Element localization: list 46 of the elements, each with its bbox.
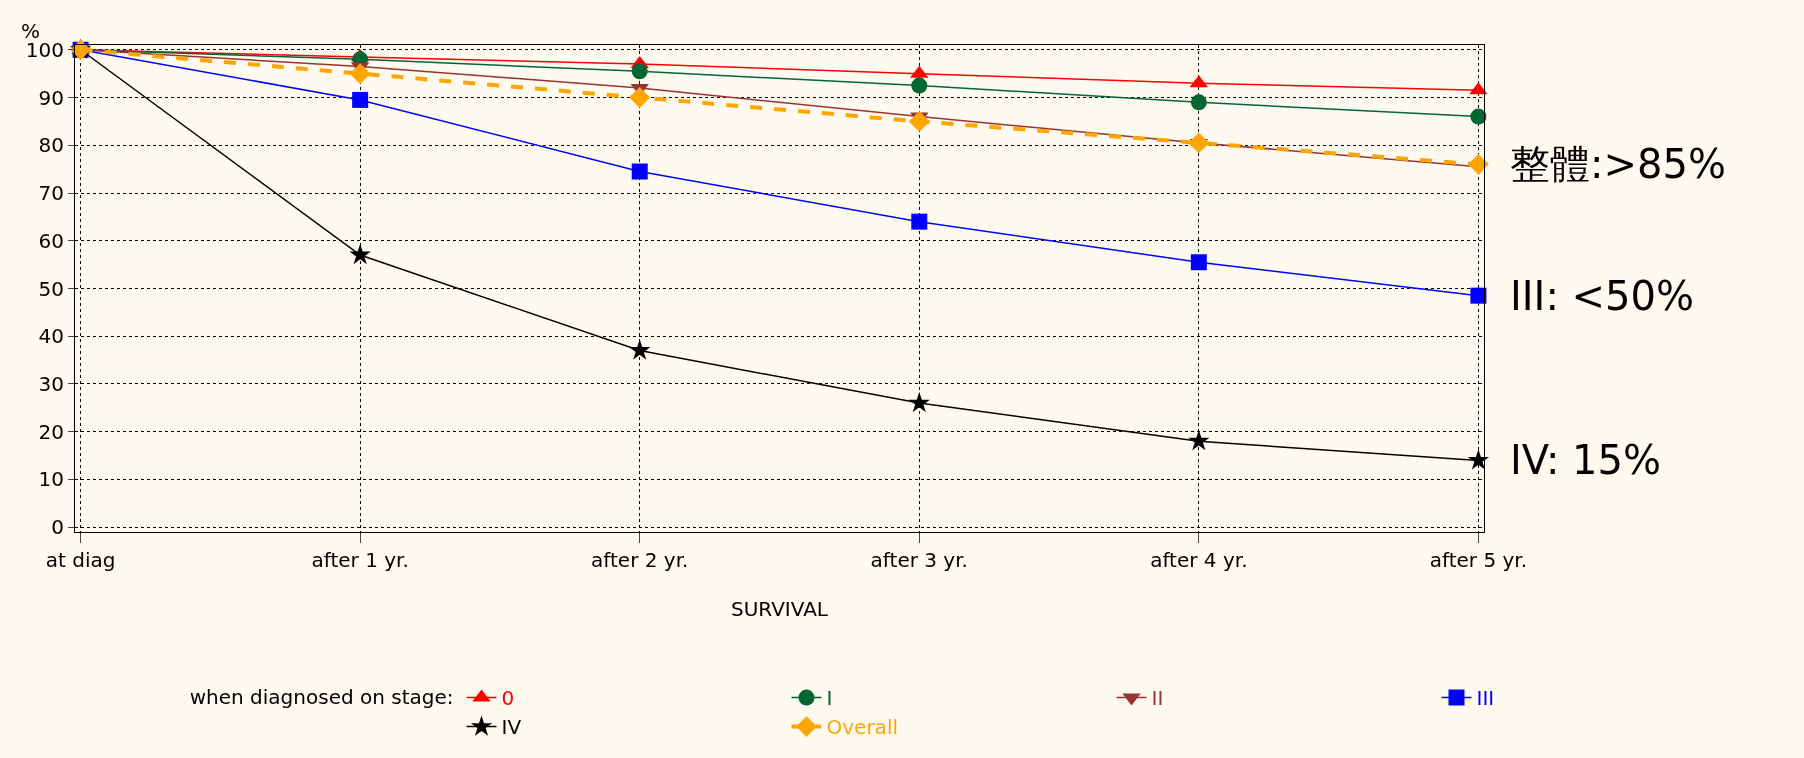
legend-label: IV <box>501 715 522 740</box>
point <box>1188 132 1210 154</box>
point <box>1470 108 1487 125</box>
y-tick-label: 60 <box>38 228 64 253</box>
annotation: 整體:>85% <box>1510 141 1726 187</box>
y-tick-label: 10 <box>38 467 64 492</box>
point <box>631 63 648 80</box>
point <box>911 77 928 94</box>
point <box>908 110 930 132</box>
point <box>352 91 369 108</box>
y-tick-label: 40 <box>38 324 64 349</box>
point <box>631 163 648 180</box>
point <box>1190 254 1207 271</box>
y-tick-label: 50 <box>38 276 64 301</box>
y-tick-label: 70 <box>38 181 64 206</box>
x-axis-title: SURVIVAL <box>731 596 829 621</box>
annotation: III: <50% <box>1510 273 1695 319</box>
point <box>1188 430 1210 451</box>
point <box>349 243 371 265</box>
legend-label: III <box>1476 686 1495 711</box>
x-tick-label: after 1 yr. <box>311 548 409 572</box>
point <box>1468 153 1489 175</box>
y-tick-label: 0 <box>51 515 64 540</box>
point <box>349 63 371 85</box>
y-tick-label: 80 <box>38 133 64 158</box>
y-tick-label: 90 <box>38 85 64 110</box>
point <box>911 213 928 230</box>
y-tick-label: 30 <box>38 371 64 396</box>
point <box>1190 94 1207 111</box>
x-tick-label: after 5 yr. <box>1429 548 1528 572</box>
x-tick-label: after 4 yr. <box>1150 548 1248 572</box>
point <box>908 391 930 413</box>
x-tick-label: after 2 yr. <box>591 548 689 572</box>
legend-label: 0 <box>501 686 515 711</box>
annotation: IV: 15% <box>1510 437 1661 483</box>
x-tick-label: after 3 yr. <box>870 548 968 572</box>
legend-label: II <box>1151 686 1164 711</box>
point <box>1467 449 1490 470</box>
legend-label: Overall <box>826 715 898 740</box>
point <box>1470 287 1487 304</box>
x-tick-label: at diag <box>45 548 116 572</box>
point <box>629 339 651 360</box>
point <box>629 87 651 108</box>
legend-label: I <box>826 686 833 711</box>
legend-title: when diagnosed on stage: <box>189 685 454 710</box>
y-tick-label: 20 <box>38 419 64 444</box>
